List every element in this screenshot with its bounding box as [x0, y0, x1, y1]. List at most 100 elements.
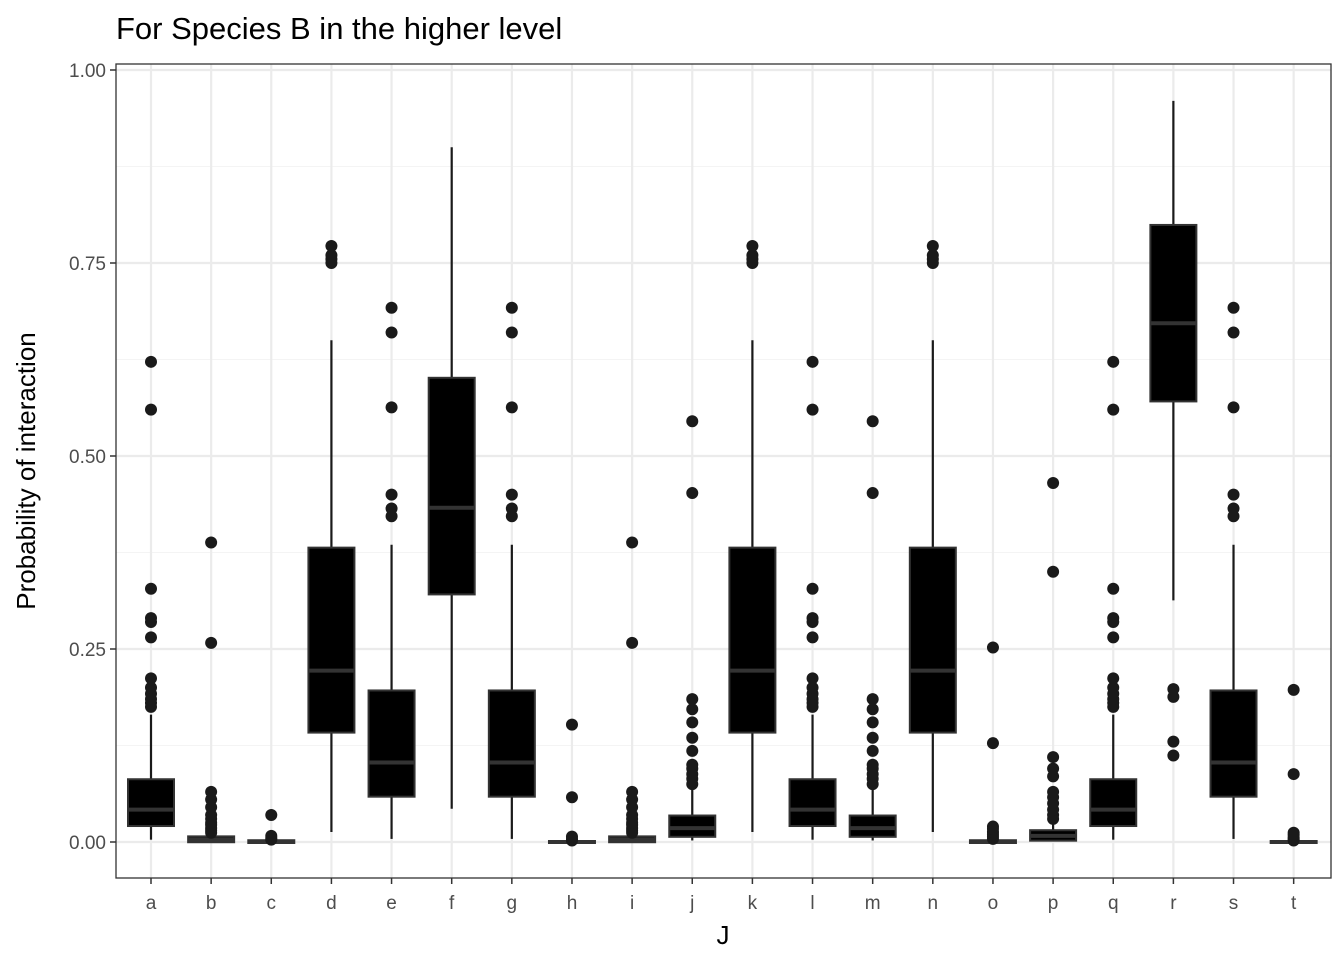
- box-iqr: [1209, 689, 1258, 798]
- x-tick-label: o: [988, 893, 999, 914]
- outlier-point: [1047, 751, 1060, 764]
- outlier-point: [1167, 683, 1180, 696]
- outlier-point: [1227, 488, 1240, 501]
- outlier-point: [205, 785, 218, 798]
- outlier-point: [1107, 672, 1120, 685]
- box-iqr: [427, 376, 476, 596]
- outlier-point: [746, 249, 759, 262]
- x-tick-label: n: [928, 893, 939, 914]
- box-iqr: [1089, 778, 1138, 828]
- outlier-point: [1227, 401, 1240, 414]
- outlier-point: [626, 785, 639, 798]
- box-iqr: [728, 546, 777, 734]
- outlier-point: [986, 641, 999, 654]
- box-s: [1209, 301, 1258, 839]
- outlier-point: [1107, 612, 1120, 625]
- outlier-point: [1227, 326, 1240, 339]
- panel-border: [115, 63, 1332, 879]
- x-tick-label: b: [206, 893, 217, 914]
- outlier-point: [1167, 749, 1180, 762]
- outlier-point: [686, 703, 699, 716]
- box-j: [668, 415, 717, 841]
- x-tick-label: k: [748, 893, 758, 914]
- outlier-point: [385, 326, 398, 339]
- outlier-point: [385, 488, 398, 501]
- outlier-point: [1047, 785, 1060, 798]
- box-e: [367, 301, 416, 839]
- box-iqr: [367, 689, 416, 798]
- x-tick-label: p: [1048, 893, 1059, 914]
- outlier-point: [265, 808, 278, 821]
- x-tick-label: h: [567, 893, 578, 914]
- outlier-point: [806, 582, 819, 595]
- outlier-point: [1227, 502, 1240, 515]
- outlier-point: [385, 301, 398, 314]
- box-d: [307, 240, 356, 832]
- y-axis: 0.00 0.25 0.50 0.75 1.00: [69, 61, 116, 854]
- box-m: [848, 415, 897, 841]
- chart-title: For Species B in the higher level: [116, 11, 562, 46]
- y-axis-title: Probability of interaction: [11, 332, 41, 609]
- outlier-point: [986, 737, 999, 750]
- outlier-point: [686, 487, 699, 500]
- y-tick-label: 0.00: [69, 833, 106, 854]
- x-tick-label: m: [865, 893, 881, 914]
- outlier-point: [1047, 477, 1060, 490]
- box-iqr: [307, 546, 356, 734]
- box-a: [127, 355, 175, 840]
- outlier-point: [1047, 565, 1060, 578]
- outlier-point: [686, 758, 699, 771]
- outlier-point: [145, 582, 157, 595]
- box-i: [608, 536, 657, 844]
- outlier-point: [686, 731, 699, 744]
- box-iqr: [127, 778, 175, 828]
- outlier-point: [866, 693, 879, 706]
- x-tick-label: a: [146, 893, 157, 914]
- outlier-point: [806, 355, 819, 368]
- outlier-point: [1107, 631, 1120, 644]
- outlier-point: [1227, 301, 1240, 314]
- box-series: [127, 100, 1318, 847]
- box-b: [187, 536, 236, 844]
- outlier-point: [806, 403, 819, 416]
- outlier-point: [866, 744, 879, 757]
- x-tick-label: c: [267, 893, 277, 914]
- box-q: [1089, 355, 1138, 840]
- y-tick-label: 0.75: [69, 254, 106, 275]
- x-tick-label: q: [1108, 893, 1119, 914]
- y-tick-label: 1.00: [69, 61, 106, 82]
- outlier-point: [205, 536, 218, 549]
- outlier-point: [866, 731, 879, 744]
- box-g: [487, 301, 536, 839]
- outlier-point: [145, 612, 157, 625]
- outlier-point: [1107, 355, 1120, 368]
- outlier-point: [1107, 681, 1120, 694]
- outlier-point: [806, 612, 819, 625]
- outlier-point: [505, 502, 518, 515]
- outlier-point: [866, 716, 879, 729]
- box-r: [1149, 100, 1198, 762]
- y-tick-label: 0.25: [69, 640, 106, 661]
- box-iqr: [487, 689, 536, 798]
- box-f: [427, 147, 476, 809]
- outlier-point: [1287, 826, 1300, 839]
- outlier-point: [686, 716, 699, 729]
- outlier-point: [1287, 768, 1300, 781]
- outlier-point: [145, 631, 157, 644]
- outlier-point: [385, 502, 398, 515]
- outlier-point: [325, 249, 338, 262]
- outlier-point: [866, 703, 879, 716]
- outlier-point: [926, 249, 939, 262]
- box-c: [247, 808, 296, 846]
- x-tick-label: l: [810, 893, 814, 914]
- outlier-point: [866, 758, 879, 771]
- outlier-point: [505, 401, 518, 414]
- outlier-point: [1107, 582, 1120, 595]
- box-o: [968, 641, 1017, 845]
- box-h: [547, 718, 596, 847]
- outlier-point: [686, 415, 699, 428]
- outlier-point: [505, 488, 518, 501]
- box-p: [1029, 477, 1078, 842]
- outlier-point: [145, 681, 157, 694]
